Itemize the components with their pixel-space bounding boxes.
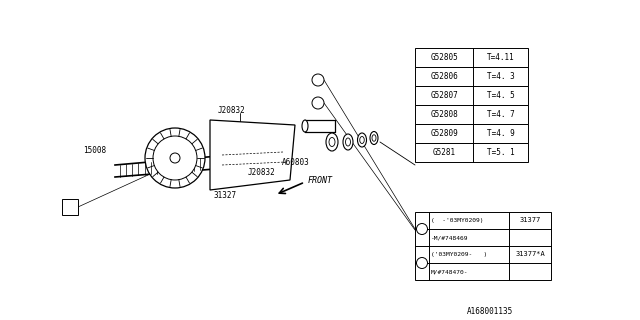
Bar [415, 124, 528, 143]
Circle shape [153, 136, 197, 180]
Ellipse shape [302, 120, 308, 132]
Circle shape [312, 97, 324, 109]
Text: A60803: A60803 [282, 157, 310, 166]
Text: G52809: G52809 [430, 129, 458, 138]
Text: ('03MY0209-   ): ('03MY0209- ) [431, 252, 487, 257]
Text: T=4. 3: T=4. 3 [486, 72, 515, 81]
Text: G52807: G52807 [430, 91, 458, 100]
Text: A: A [67, 203, 73, 212]
Ellipse shape [326, 133, 338, 151]
Ellipse shape [346, 138, 351, 146]
Text: 2: 2 [316, 77, 320, 83]
Text: G52806: G52806 [430, 72, 458, 81]
Text: J20832: J20832 [218, 106, 246, 115]
Text: M/#748470-: M/#748470- [431, 269, 468, 274]
Text: T=4. 9: T=4. 9 [486, 129, 515, 138]
Text: T=4.11: T=4.11 [486, 53, 515, 62]
Bar [415, 67, 528, 86]
Ellipse shape [370, 132, 378, 145]
Bar [415, 143, 528, 162]
Text: 1: 1 [420, 227, 424, 231]
Text: 31327: 31327 [213, 190, 237, 199]
Text: FRONT: FRONT [308, 175, 333, 185]
Text: 2: 2 [420, 260, 424, 266]
Text: G5281: G5281 [433, 148, 456, 157]
Bar [415, 48, 528, 67]
Bar [415, 212, 551, 280]
Polygon shape [210, 120, 295, 190]
Circle shape [170, 153, 180, 163]
Text: 31377*A: 31377*A [515, 252, 545, 258]
Circle shape [417, 258, 428, 268]
Text: 15008: 15008 [83, 146, 107, 155]
Circle shape [417, 223, 428, 235]
Bar [62, 199, 78, 215]
Bar [415, 86, 528, 105]
Ellipse shape [329, 138, 335, 147]
Text: 1: 1 [316, 100, 320, 106]
Circle shape [145, 128, 205, 188]
Text: J20832: J20832 [248, 167, 276, 177]
Ellipse shape [372, 135, 376, 141]
Text: (  -'03MY0209): ( -'03MY0209) [431, 218, 483, 223]
Text: G52808: G52808 [430, 110, 458, 119]
Text: -M/#748469: -M/#748469 [431, 235, 468, 240]
Ellipse shape [360, 137, 364, 143]
Ellipse shape [343, 134, 353, 150]
Text: T=4. 5: T=4. 5 [486, 91, 515, 100]
Text: T=5. 1: T=5. 1 [486, 148, 515, 157]
Ellipse shape [358, 133, 367, 147]
Text: 31377: 31377 [520, 218, 541, 223]
Bar [415, 105, 528, 124]
Text: G52805: G52805 [430, 53, 458, 62]
Text: A168001135: A168001135 [467, 308, 513, 316]
Circle shape [312, 74, 324, 86]
Text: T=4. 7: T=4. 7 [486, 110, 515, 119]
